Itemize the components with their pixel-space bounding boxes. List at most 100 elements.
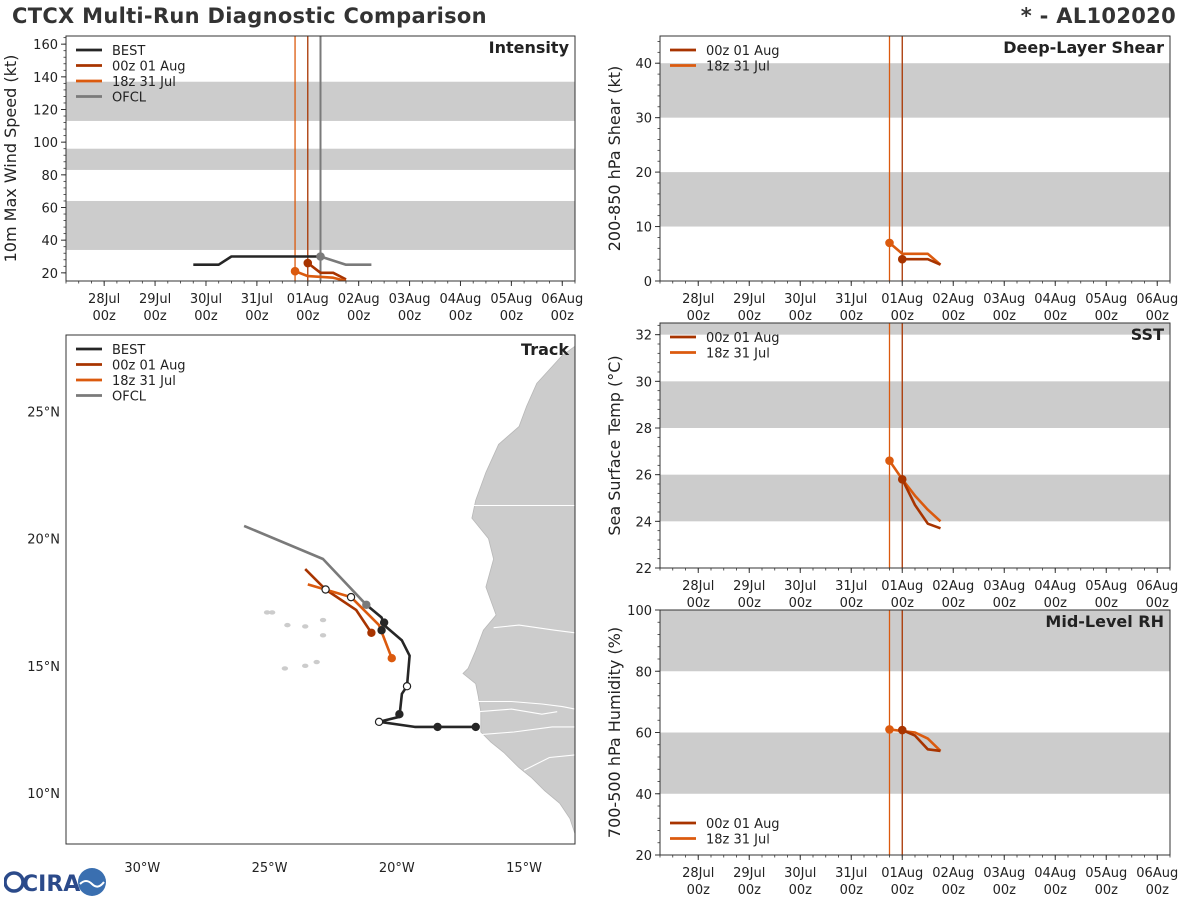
y-tick-label: 20 [41,267,58,282]
y-tick-label: 26 [635,469,652,484]
legend-label: 18z 31 Jul [706,60,770,75]
y-axis-label: Sea Surface Temp (°C) [605,355,624,535]
cira-logo-swoosh [79,880,105,888]
country-border [523,754,575,771]
panel-title: Deep-Layer Shear [1003,38,1164,57]
track-point [346,592,356,602]
x-tick-hour: 00z [347,309,371,324]
panel-title: Track [521,340,569,359]
x-tick-hour: 00z [143,309,167,324]
storm-id-title: * - AL102020 [1020,4,1176,28]
x-tick-hour: 00z [449,309,473,324]
country-border [478,700,575,710]
y-tick-label: 80 [635,665,652,680]
x-tick-hour: 00z [1146,309,1170,324]
x-tick-day: 03Aug [983,292,1025,307]
x-tick-day: 04Aug [1034,292,1076,307]
x-tick-hour: 00z [1095,883,1119,898]
threshold-band [660,63,1170,118]
y-tick-label: 60 [635,727,652,742]
x-tick-hour: 00z [1095,596,1119,611]
threshold-band [660,381,1170,428]
y-tick-label: 40 [41,234,58,249]
x-tick-day: 02Aug [932,866,974,881]
island [302,624,309,629]
y-tick-label: 100 [33,136,58,151]
page-title: CTCX Multi-Run Diagnostic Comparison [12,4,487,28]
longitude-label: 25°W [252,861,288,876]
x-tick-hour: 00z [687,596,711,611]
series-line-run00z [902,257,942,266]
track-line-ofcl [243,524,368,606]
x-tick-hour: 00z [738,309,762,324]
threshold-band [660,172,1170,227]
cira-logo-ring [4,871,25,893]
plot-content [660,323,1170,568]
latitude-label: 15°N [27,660,60,675]
data-point [885,238,894,248]
land-west-africa [462,345,575,835]
x-tick-hour: 00z [891,883,915,898]
legend-label: OFCL [112,91,147,106]
track-point [402,682,412,691]
x-tick-hour: 00z [687,309,711,324]
track-point [374,717,384,727]
x-tick-day: 06Aug [1136,866,1178,881]
x-tick-day: 31Jul [835,579,867,594]
panel-title: Mid-Level RH [1045,612,1164,631]
x-tick-hour: 00z [245,309,269,324]
data-point [897,725,907,735]
x-tick-day: 06Aug [1136,292,1178,307]
map-content [243,345,575,835]
track-point [377,626,386,635]
x-tick-hour: 00z [891,309,915,324]
y-tick-label: 30 [635,112,652,127]
legend-label: 00z 01 Aug [112,60,186,75]
x-tick-day: 04Aug [1034,579,1076,594]
y-tick-label: 22 [635,562,652,577]
legend-label: 18z 31 Jul [112,75,176,90]
x-tick-hour: 00z [1095,309,1119,324]
y-tick-label: 120 [33,104,58,119]
island [263,610,271,615]
y-tick-label: 140 [33,71,58,86]
longitude-label: 20°W [379,861,415,876]
threshold-band [660,732,1170,794]
x-tick-day: 31Jul [835,292,867,307]
x-tick-day: 06Aug [1136,579,1178,594]
x-tick-day: 02Aug [338,292,380,307]
x-tick-hour: 00z [993,596,1017,611]
x-tick-day: 05Aug [1085,866,1127,881]
x-tick-day: 31Jul [835,866,867,881]
series-line-run00z [307,261,347,281]
data-point [316,252,325,261]
y-tick-label: 60 [41,202,58,217]
y-tick-label: 20 [635,849,652,864]
x-tick-day: 01Aug [881,292,923,307]
plot-content [66,36,575,281]
x-tick-hour: 00z [738,883,762,898]
x-tick-day: 30Jul [190,292,222,307]
x-tick-day: 29Jul [733,292,765,307]
x-tick-day: 30Jul [784,292,816,307]
y-axis-label: 700-500 hPa Humidity (%) [605,627,624,838]
x-tick-day: 03Aug [983,866,1025,881]
x-tick-day: 29Jul [733,866,765,881]
longitude-label: 15°W [506,861,542,876]
track-point [321,585,330,594]
x-tick-hour: 00z [687,883,711,898]
data-point [885,456,894,465]
y-tick-label: 40 [635,788,652,803]
island [284,622,291,628]
latitude-label: 10°N [27,787,60,802]
latitude-label: 20°N [27,533,60,548]
x-tick-day: 04Aug [1034,866,1076,881]
threshold-band [660,474,1170,522]
data-point [885,725,894,734]
y-axis-label: 200-850 hPa Shear (kt) [605,66,624,252]
country-border [480,726,575,736]
track-point [362,600,371,609]
x-tick-hour: 00z [1044,883,1068,898]
y-axis-label: 10m Max Wind Speed (kt) [1,55,20,263]
x-tick-hour: 00z [1146,596,1170,611]
